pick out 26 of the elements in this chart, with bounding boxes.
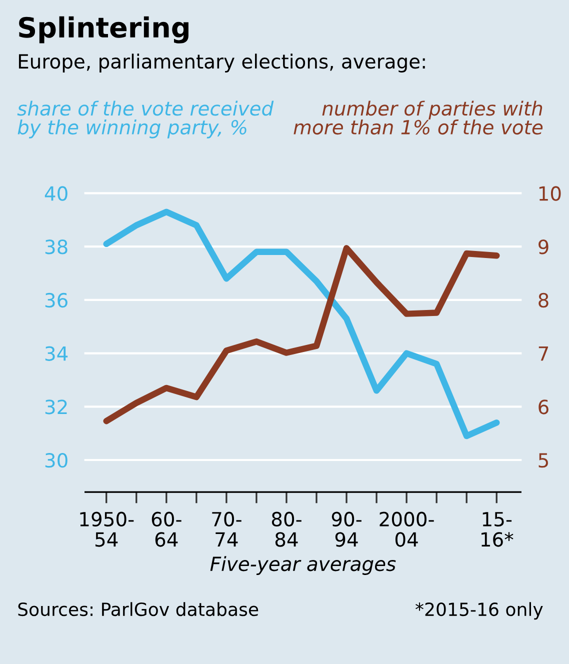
x-tick-label: 60- 64 [152, 512, 182, 547]
y2-tick-label: 5 [538, 453, 548, 468]
y-tick-label: 34 [45, 346, 68, 361]
y-tick-label: 30 [45, 452, 68, 468]
text: share of the vote received by the winning party, % [17, 100, 274, 138]
y2-tick-label: 9 [538, 240, 548, 254]
text: number of parties with more than 1% of the vote [294, 100, 543, 135]
x-tick-label: 80- 84 [272, 512, 302, 547]
x-tick-label: 70- 74 [212, 512, 242, 547]
x-tick-label: 90- 94 [332, 512, 362, 547]
chart-subtitle: Europe, parliamentary elections, average: [18, 54, 425, 72]
y-tick-label: 38 [45, 240, 68, 254]
chart-title: Splintering [19, 16, 188, 44]
x-axis-title: Five-year averages [210, 556, 396, 575]
y-tick-label: 36 [45, 292, 68, 308]
x-tick-label: 1950- 54 [80, 512, 134, 547]
x-tick-label: 15- 16* [482, 512, 514, 547]
source-note: Sources: ParlGov database [18, 602, 258, 616]
y-tick-label: 32 [45, 400, 67, 414]
y2-tick-label: 10 [539, 186, 561, 201]
y2-tick-label: 7 [538, 346, 548, 361]
text: *2015-16 only [416, 602, 543, 620]
y-tick-label: 40 [44, 186, 68, 201]
x-tick-label: 2000- 04 [380, 512, 434, 547]
y2-tick-label: 8 [538, 292, 548, 308]
y2-tick-label: 6 [538, 400, 548, 414]
